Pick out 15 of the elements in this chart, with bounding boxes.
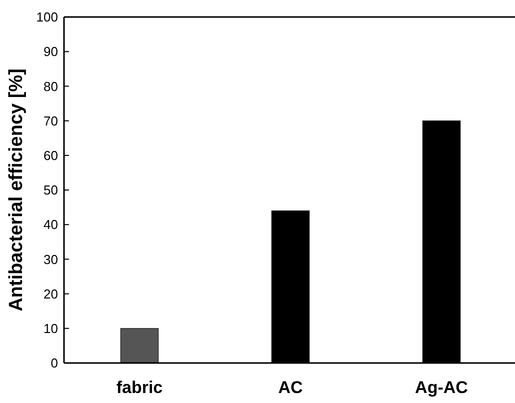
- x-tick-label: Ag-AC: [415, 378, 468, 397]
- y-tick-label: 50: [44, 182, 58, 198]
- y-tick-label: 90: [44, 44, 58, 60]
- x-tick-label: fabric: [116, 378, 163, 397]
- y-tick-label: 70: [44, 113, 58, 128]
- y-tick-label: 40: [44, 217, 58, 232]
- y-axis-title: Antibacterial efficiency [%]: [6, 68, 27, 312]
- y-tick-label: 20: [44, 286, 58, 302]
- y-tick-label: 10: [44, 320, 58, 336]
- y-tick-label: 30: [44, 252, 58, 267]
- x-tick-label: AC: [278, 378, 303, 397]
- y-tick-label: 0: [50, 356, 58, 371]
- y-tick-label: 60: [44, 148, 58, 163]
- y-tick-label: 100: [36, 10, 58, 25]
- y-tick-label: 80: [44, 78, 58, 94]
